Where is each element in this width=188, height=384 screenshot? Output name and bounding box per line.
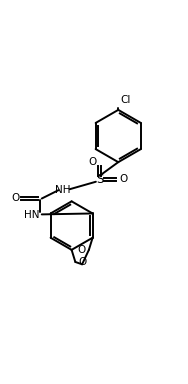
Text: O: O (79, 257, 87, 267)
Text: O: O (77, 245, 86, 255)
Text: HN: HN (24, 210, 39, 220)
Text: O: O (88, 157, 97, 167)
Text: Cl: Cl (120, 95, 130, 105)
Text: O: O (119, 174, 127, 184)
Text: NH: NH (55, 185, 71, 195)
Text: O: O (11, 193, 19, 203)
Text: S: S (96, 173, 103, 186)
